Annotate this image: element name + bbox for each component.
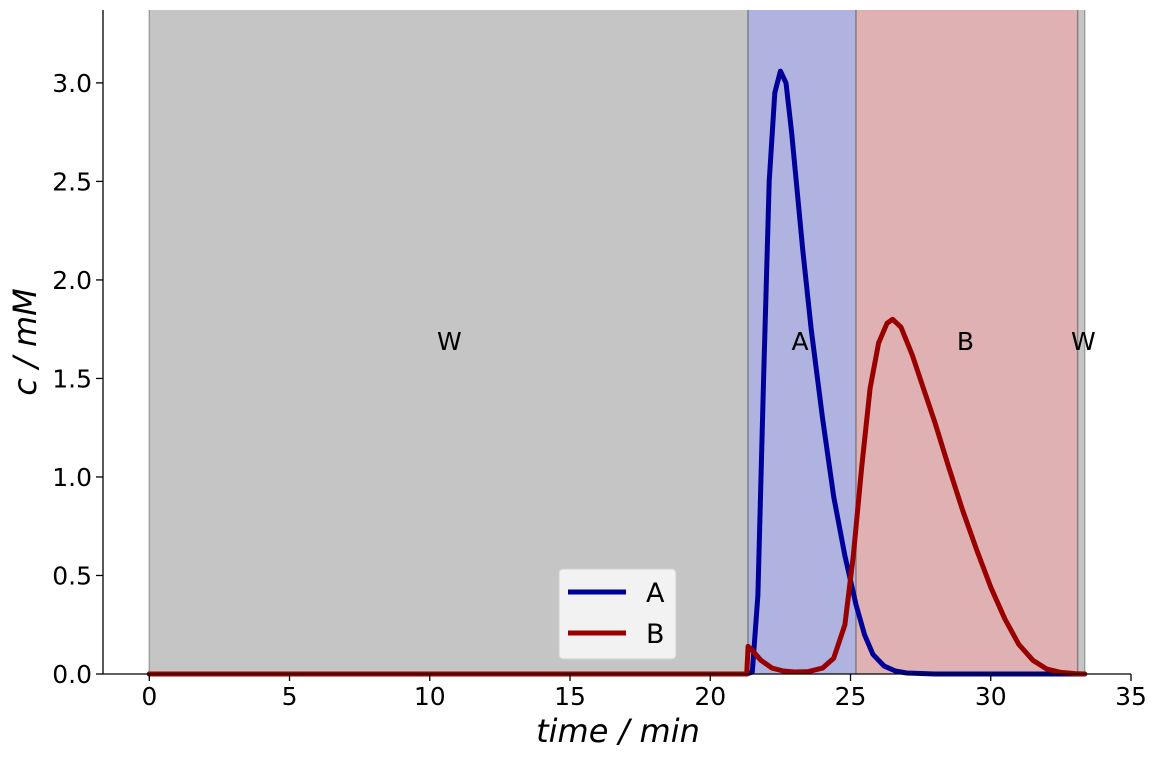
legend-label-A: A <box>646 578 665 609</box>
fraction-regions <box>148 10 1086 674</box>
y-tick-label-1: 0.5 <box>52 561 92 590</box>
region-label-1: A <box>791 327 808 356</box>
region-2 <box>856 10 1078 674</box>
y-tick-label-3: 1.5 <box>52 364 92 393</box>
region-label-2: B <box>957 327 974 356</box>
y-axis-label: c / mM <box>6 288 44 396</box>
x-tick-label-3: 15 <box>554 682 586 711</box>
x-tick-label-6: 30 <box>975 682 1007 711</box>
region-label-0: W <box>437 327 462 356</box>
series-line-B <box>146 316 1088 677</box>
y-tick-label-5: 2.5 <box>52 167 92 196</box>
y-tick-label-6: 3.0 <box>52 69 92 98</box>
x-tick-label-0: 0 <box>141 682 157 711</box>
axes: 0 5 10 15 20 25 30 35 0.0 0.5 1.0 1.5 2.0 2.5 3.0 <box>52 10 1147 711</box>
region-3 <box>1077 10 1085 674</box>
legend-label-B: B <box>646 619 665 650</box>
y-tick-label-2: 1.0 <box>52 463 92 492</box>
x-tick-label-4: 20 <box>694 682 726 711</box>
x-axis-label: time / min <box>536 712 700 750</box>
y-tick-label-0: 0.0 <box>52 660 92 689</box>
x-tick-label-7: 35 <box>1115 682 1147 711</box>
x-tick-label-5: 25 <box>835 682 867 711</box>
series-line-A <box>146 68 1088 677</box>
region-label-3: W <box>1071 327 1096 356</box>
region-0 <box>149 10 749 674</box>
x-tick-label-1: 5 <box>282 682 298 711</box>
legend: AB <box>558 568 677 660</box>
x-tick-label-2: 10 <box>414 682 446 711</box>
y-tick-label-4: 2.0 <box>52 266 92 295</box>
series-lines <box>146 68 1088 677</box>
